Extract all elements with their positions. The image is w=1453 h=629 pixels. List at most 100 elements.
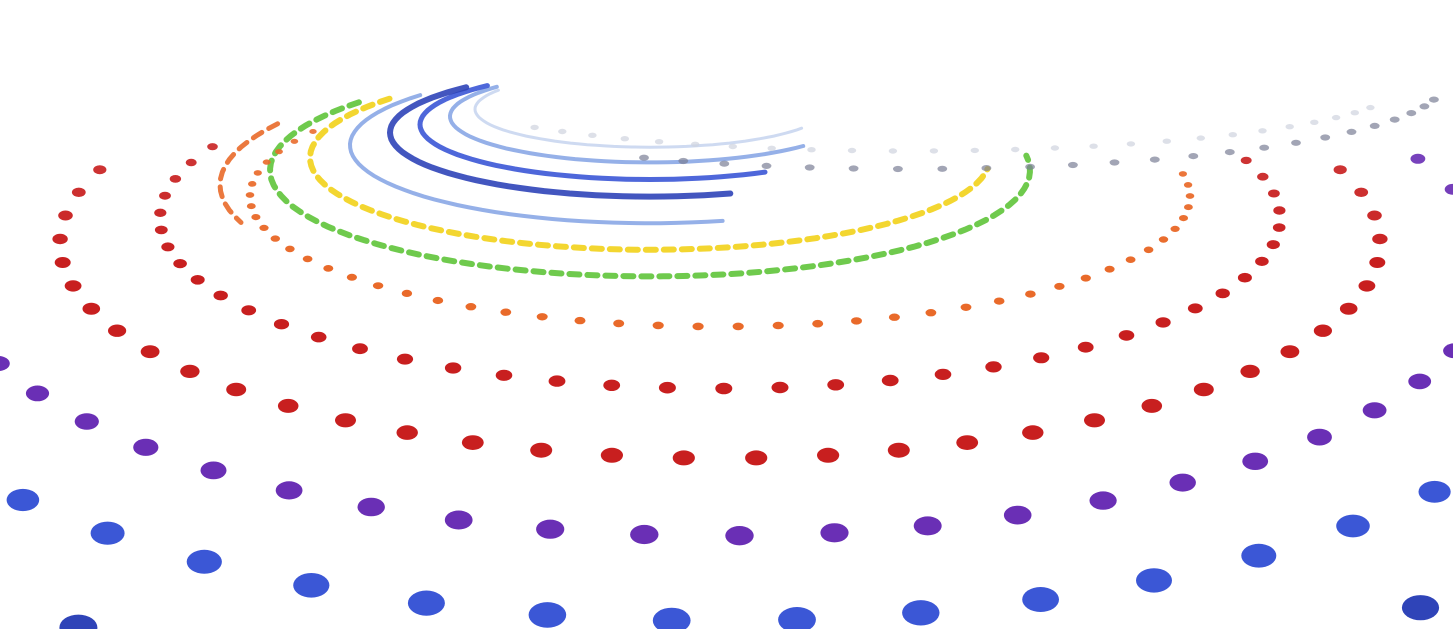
outer-dot [1228, 132, 1238, 138]
spiral-dot [71, 187, 86, 197]
outer-dot [1149, 156, 1160, 163]
spiral-dot [0, 356, 10, 371]
spiral-dot [58, 210, 73, 221]
spiral-dot [827, 379, 845, 391]
spiral-dot [1272, 223, 1286, 232]
spiral-dot [180, 364, 200, 378]
spiral-dot [1033, 352, 1050, 364]
spiral-dot [133, 438, 159, 456]
spiral-dot [1143, 246, 1154, 254]
spiral-dot [323, 265, 334, 272]
dot-rings [0, 96, 1453, 629]
spiral-dot [658, 381, 676, 394]
spiral-dot [1179, 215, 1188, 222]
spiral-dot [771, 381, 789, 394]
spiral-dot [444, 362, 462, 374]
swirl-arc [447, 84, 806, 165]
spiral-dot [1418, 480, 1451, 503]
spiral-dot [1255, 256, 1269, 266]
outer-dot [678, 157, 689, 165]
spiral-dot [536, 313, 548, 321]
spiral-dot [293, 573, 330, 598]
swirl-arc [307, 95, 991, 253]
outer-dot [1369, 122, 1380, 129]
spiral-dot [1280, 345, 1300, 359]
spiral-dot [246, 203, 256, 210]
outer-dot [1429, 96, 1439, 103]
spiral-dot [245, 192, 255, 198]
spiral-dot [1266, 240, 1280, 250]
spiral-dot [346, 273, 357, 281]
spiral-dot [851, 317, 862, 325]
outer-dot [1320, 134, 1331, 141]
outer-dot [1011, 146, 1020, 153]
spiral-dot [108, 324, 127, 337]
spiral-dot [1158, 236, 1169, 243]
spiral-dot [692, 322, 704, 331]
spiral-dot [1313, 324, 1332, 337]
spiral-dot [270, 235, 280, 242]
spiral-dot [1372, 233, 1388, 245]
spiral-dot [934, 368, 952, 380]
spiral-dot [207, 143, 218, 151]
spiral-dot [1336, 514, 1370, 538]
spiral-dot [90, 521, 125, 545]
spiral-dot [1054, 282, 1065, 290]
spiral-dot [603, 379, 621, 391]
outer-dot [1346, 128, 1357, 135]
spiral-dot [1080, 274, 1091, 282]
spiral-dot [6, 488, 40, 512]
swirl-arc [347, 93, 725, 226]
spiral-dot [1193, 382, 1214, 397]
spiral-dot [213, 290, 228, 301]
spiral-dot [159, 191, 171, 200]
spiral-dot [432, 296, 444, 305]
spiral-dot [1401, 595, 1440, 621]
spiral-dot [1022, 425, 1044, 440]
spiral-dot [1025, 290, 1036, 298]
swirl-arc [386, 84, 734, 200]
spiral-dot [461, 435, 484, 450]
spiral-dot [715, 382, 733, 395]
outer-dot [639, 154, 649, 161]
outer-dot [888, 148, 898, 154]
spiral-dot [600, 447, 624, 463]
spiral-dot [1170, 225, 1180, 232]
spiral-dot [1367, 210, 1382, 221]
spiral-dot [290, 138, 299, 144]
spiral-dot [1237, 272, 1252, 283]
outer-dot [1188, 153, 1199, 160]
spiral-dot [82, 302, 101, 315]
outer-dot [929, 148, 939, 154]
spiral-dot [173, 259, 187, 269]
outer-dot [1331, 114, 1341, 121]
spiral-dot [161, 242, 175, 252]
spiral-dot [1408, 373, 1432, 390]
spiral-dot [93, 165, 107, 175]
spiral-dot [495, 369, 513, 381]
spiral-dot [812, 319, 824, 328]
spiral-dot [200, 461, 227, 480]
spiral-dot [54, 257, 71, 268]
outer-dot [1406, 110, 1417, 117]
spiral-dot [732, 322, 744, 331]
outer-dot [1366, 104, 1375, 111]
spiral-dot [536, 519, 565, 539]
spiral-dot [652, 607, 691, 629]
spiral-dot [273, 319, 290, 330]
spiral-dot [1354, 187, 1369, 197]
spiral-dot [1178, 171, 1187, 177]
spiral-dot [1242, 452, 1269, 470]
spiral-dot [357, 497, 385, 517]
spiral-dot [1118, 330, 1135, 341]
spiral-dot [1257, 172, 1269, 181]
spiral-dot [1169, 473, 1196, 492]
outer-dot [620, 136, 629, 142]
spiral-dot [1362, 402, 1387, 419]
swirl-arc [217, 121, 281, 225]
spiral-dot [1273, 206, 1286, 215]
spiral-dot [1022, 587, 1059, 612]
outer-dot [719, 160, 730, 167]
